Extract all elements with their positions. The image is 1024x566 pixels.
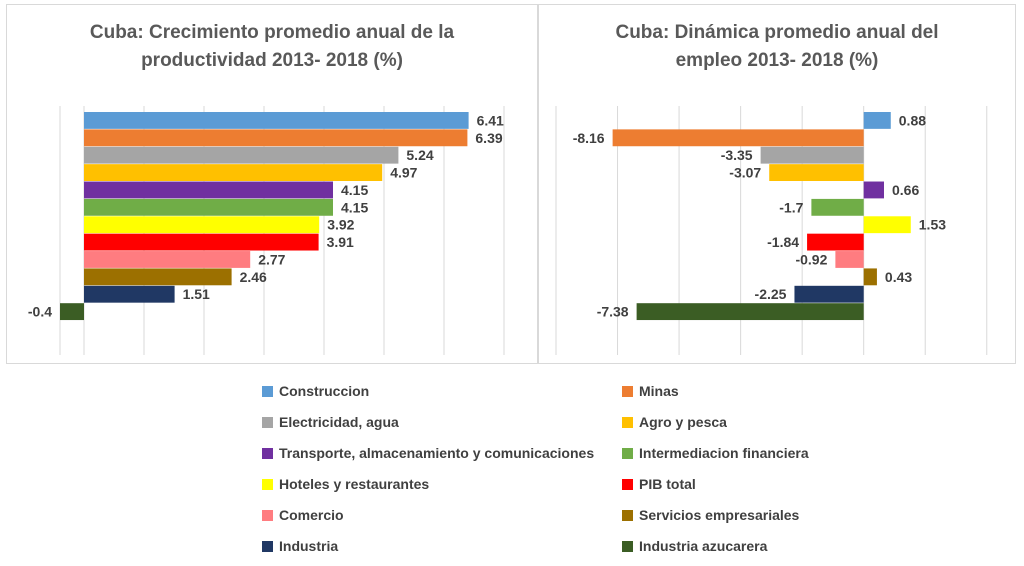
- bar: [863, 268, 877, 286]
- data-label: 0.66: [892, 182, 919, 198]
- chart-title-line-2: productividad 2013- 2018 (%): [141, 50, 403, 71]
- legend-item: Industria: [262, 536, 338, 556]
- legend-item: PIB total: [622, 474, 696, 494]
- legend-label: Electricidad, agua: [279, 414, 399, 430]
- legend-swatch: [262, 478, 273, 490]
- data-label: -2.25: [755, 286, 787, 302]
- bar: [84, 216, 320, 234]
- bar: [760, 146, 864, 164]
- data-label: 6.41: [477, 112, 504, 128]
- bar: [60, 303, 84, 321]
- legend-item: Hoteles y restaurantes: [262, 474, 429, 494]
- legend: Construccion Minas Electricidad, agua Agro …: [0, 372, 1024, 562]
- data-label: 2.77: [258, 251, 285, 267]
- data-label: 5.24: [406, 147, 433, 163]
- legend-swatch: [262, 540, 273, 552]
- bar: [84, 112, 469, 129]
- bar: [863, 181, 884, 199]
- bar: [84, 233, 319, 251]
- bar: [84, 146, 399, 164]
- data-label: -0.4: [28, 304, 52, 320]
- bar: [84, 251, 251, 268]
- bar: [863, 112, 891, 129]
- legend-label: Hoteles y restaurantes: [279, 476, 430, 492]
- legend-label: Agro y pesca: [639, 414, 727, 430]
- data-label: 6.39: [475, 130, 502, 146]
- legend-label: PIB total: [639, 476, 696, 492]
- employment-bar-chart: 0.88 -8.16 -3.35 -3.07 0.66 -1.7 1.53 -1.84-0.9…: [555, 106, 988, 355]
- legend-item: Electricidad, agua: [262, 412, 399, 432]
- bar: [84, 268, 232, 286]
- legend-label: Minas: [639, 383, 679, 399]
- data-label: 4.15: [341, 182, 368, 198]
- chart-title: Cuba: Crecimiento promedio anual de la p…: [7, 19, 537, 75]
- data-label: -0.92: [795, 251, 827, 267]
- legend-swatch: [262, 447, 273, 459]
- legend-label: Industria: [279, 538, 339, 554]
- chart-title-line-2: empleo 2013- 2018 (%): [675, 50, 879, 71]
- legend-label: Transporte, almacenamiento y comunicacio…: [279, 445, 595, 461]
- data-label: 4.97: [390, 165, 417, 181]
- bar: [84, 164, 383, 182]
- data-label: 1.53: [919, 217, 946, 233]
- data-label: -8.16: [573, 130, 605, 146]
- legend-item: Construccion: [262, 381, 369, 401]
- data-label: 1.51: [183, 286, 210, 302]
- legend-item: Agro y pesca: [622, 412, 727, 432]
- data-label: 2.46: [240, 269, 267, 285]
- bar: [807, 233, 864, 251]
- employment-chart-panel: Cuba: Dinámica promedio anual del empleo…: [538, 4, 1016, 364]
- bar: [84, 198, 333, 216]
- data-label: -1.84: [767, 234, 799, 250]
- legend-item: Minas: [622, 381, 679, 401]
- legend-swatch: [262, 416, 273, 428]
- bar: [84, 129, 468, 147]
- data-label: 4.15: [341, 199, 368, 215]
- bar: [794, 285, 864, 303]
- legend-item: Transporte, almacenamiento y comunicacio…: [262, 443, 594, 463]
- data-label: -7.38: [597, 304, 629, 320]
- legend-swatch: [622, 416, 633, 428]
- productivity-chart-panel: Cuba: Crecimiento promedio anual de la p…: [6, 4, 538, 364]
- legend-item: Industria azucarera: [622, 536, 767, 556]
- data-label: 0.88: [899, 112, 926, 128]
- chart-title: Cuba: Dinámica promedio anual del empleo…: [539, 19, 1015, 75]
- bar: [84, 181, 333, 199]
- chart-title-line-1: Cuba: Crecimiento promedio anual de la: [89, 22, 455, 43]
- legend-swatch: [622, 385, 633, 397]
- legend-swatch: [262, 385, 273, 397]
- productivity-bar-chart: 6.41 6.39 5.24 4.97 4.154.15 3.923.91 2.77 2.46…: [28, 106, 505, 355]
- legend-swatch: [622, 447, 633, 459]
- data-label: -1.7: [779, 199, 803, 215]
- legend-swatch: [622, 509, 633, 521]
- legend-swatch: [622, 540, 633, 552]
- bar: [612, 129, 864, 147]
- legend-label: Comercio: [279, 507, 344, 523]
- data-label: 3.92: [327, 217, 354, 233]
- legend-item: Servicios empresariales: [622, 505, 799, 525]
- data-label: 0.43: [885, 269, 912, 285]
- bar: [811, 198, 864, 216]
- legend-swatch: [262, 509, 273, 521]
- data-label: 3.91: [327, 234, 354, 250]
- legend-label: Intermediacion financiera: [639, 445, 809, 461]
- legend-label: Servicios empresariales: [639, 507, 800, 523]
- bar: [863, 216, 911, 234]
- legend-item: Comercio: [262, 505, 344, 525]
- bar: [84, 285, 175, 303]
- legend-item: Intermediacion financiera: [622, 443, 809, 463]
- legend-label: Industria azucarera: [639, 538, 768, 554]
- chart-title-line-1: Cuba: Dinámica promedio anual del: [615, 22, 939, 43]
- bar: [835, 251, 864, 268]
- data-label: -3.35: [721, 147, 753, 163]
- bar: [769, 164, 864, 182]
- data-label: -3.07: [729, 165, 761, 181]
- legend-label: Construccion: [279, 383, 370, 399]
- legend-swatch: [622, 478, 633, 490]
- bar: [636, 303, 864, 321]
